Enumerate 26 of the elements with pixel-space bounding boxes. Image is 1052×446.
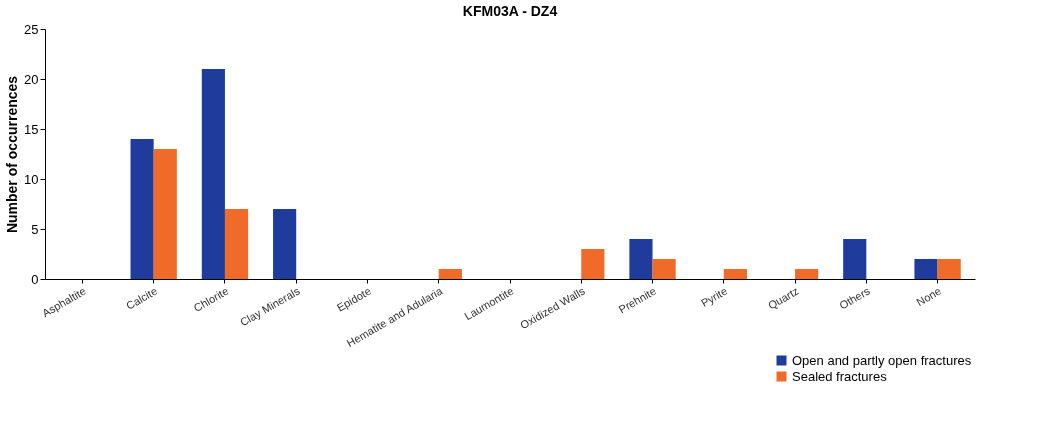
y-tick-label: 20 xyxy=(24,71,39,87)
bar xyxy=(914,259,938,279)
chart-title: KFM03A - DZ4 xyxy=(462,3,558,19)
bar xyxy=(438,269,462,279)
bar xyxy=(581,249,605,279)
y-tick-label: 5 xyxy=(31,221,39,237)
bar xyxy=(843,239,867,279)
bar xyxy=(723,269,747,279)
bar xyxy=(130,139,154,279)
y-axis-title: Number of occurrences xyxy=(4,75,21,234)
bar xyxy=(652,259,676,279)
bar xyxy=(153,149,177,279)
x-tick-label: Pyrite xyxy=(698,284,730,310)
legend-label: Sealed fractures xyxy=(792,368,888,384)
bar xyxy=(629,239,653,279)
bar xyxy=(937,259,961,279)
x-tick-label: None xyxy=(914,284,944,309)
bar xyxy=(273,209,297,279)
bar xyxy=(795,269,819,279)
bar xyxy=(201,69,225,279)
y-tick-label: 10 xyxy=(24,171,39,187)
y-tick-label: 25 xyxy=(24,21,39,37)
y-tick-label: 15 xyxy=(24,121,39,137)
y-tick-label: 0 xyxy=(31,271,39,287)
legend-label: Open and partly open fractures xyxy=(792,352,972,368)
bar xyxy=(224,209,249,279)
